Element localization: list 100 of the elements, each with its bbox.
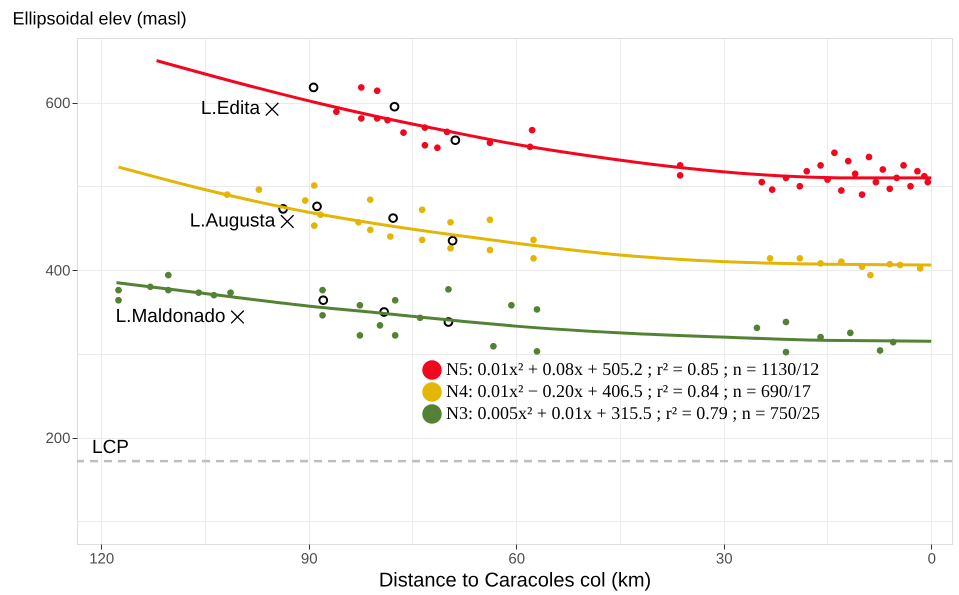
point [224,191,230,198]
point [796,182,804,190]
point [758,178,766,186]
point [115,296,122,304]
point [817,162,824,169]
point [444,317,454,327]
point [508,302,515,309]
point [210,292,218,299]
point [358,115,365,122]
point [924,178,932,186]
point [782,174,790,182]
point [844,158,852,164]
point [920,172,928,180]
point [302,197,309,204]
point [312,202,322,212]
point [858,191,866,198]
point [444,128,450,136]
annotation: L.Edita [200,98,260,120]
point [450,135,460,146]
point [530,254,537,262]
point [768,186,776,193]
y-tick-label: 200 [45,430,70,448]
point [374,87,381,94]
point [319,286,326,294]
point [115,286,122,294]
point [846,330,854,336]
point [916,265,924,272]
point [356,302,364,309]
point [256,186,262,193]
point [879,166,886,173]
point [308,82,318,92]
point [886,260,894,268]
point [838,187,845,194]
point [418,206,426,214]
point [310,222,318,230]
point [447,244,454,252]
point [146,283,154,290]
point [534,348,540,355]
point [227,289,234,296]
x-axis-title: Distance to Caracoles col (km) [378,570,652,592]
point [355,218,362,226]
point [318,295,328,306]
point [876,347,884,354]
point [356,332,364,339]
point [374,115,381,122]
point [280,214,294,228]
point [900,162,907,169]
point [366,196,374,204]
y-tick-label: 400 [45,262,70,280]
x-tick-label: 30 [716,550,733,568]
point [422,142,428,149]
point [317,211,324,218]
y-tick-label: 600 [45,95,70,112]
point [893,174,900,182]
point [388,213,398,223]
point [392,296,399,304]
point [907,182,914,190]
point [416,314,424,322]
point [754,324,760,332]
point [817,260,824,267]
x-tick-label: 90 [300,550,318,568]
point [490,342,497,350]
point [890,338,897,346]
ref-line-label: LCP [92,437,129,458]
annotation: L.Augusta [190,210,276,232]
point [886,185,894,192]
point [824,176,831,183]
line-series [114,281,933,343]
point [766,254,774,262]
point [230,310,244,324]
point [803,168,810,175]
point [782,348,790,356]
point [796,254,804,262]
point [358,84,365,91]
point [866,154,872,160]
point [914,168,921,175]
point [852,170,859,178]
point [319,312,326,319]
point [418,236,426,244]
point [390,102,400,112]
point [434,144,441,152]
point [447,218,454,226]
point [400,129,407,136]
point [831,149,838,156]
annotation: L.Maldonado [116,306,226,327]
point [422,124,428,131]
point [534,306,540,313]
point [392,332,399,339]
point [265,102,280,116]
point [782,318,790,326]
legend-label: N4: 0.01x² − 0.20x + 406.5 ; r² = 0.84 ; n = 690/17 [446,381,811,401]
point [872,178,880,186]
point [379,307,389,317]
point [310,182,318,189]
legend-label: N3: 0.005x² + 0.01x + 315.5 ; r² = 0.79 ; n = 750/25 [446,403,820,423]
point [676,172,684,179]
point [867,272,874,278]
point [376,322,384,329]
point [526,144,534,150]
legend-label: N5: 0.01x² + 0.08x + 505.2 ; r² = 0.85 ; n = 1130/12 [446,359,820,379]
